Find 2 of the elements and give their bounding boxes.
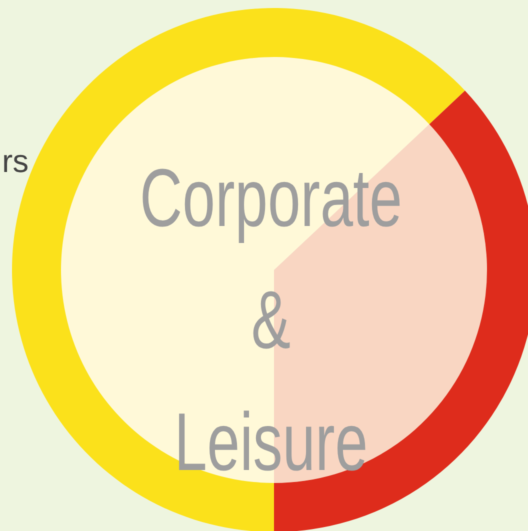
text: Corporate & Leisure: [140, 152, 402, 488]
text: rs: [2, 143, 29, 179]
